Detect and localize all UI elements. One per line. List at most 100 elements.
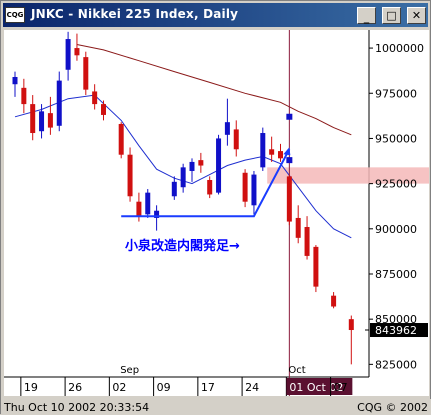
candle <box>154 205 160 231</box>
title-bar[interactable]: CQG JNKC - Nikkei 225 Index, Daily _ □ ✕ <box>3 3 428 27</box>
candle <box>83 51 89 96</box>
candle <box>74 33 80 61</box>
candle <box>127 147 133 202</box>
candle-body <box>331 295 337 307</box>
annotation-text: 小泉改造内閣発足→ <box>125 238 240 254</box>
candle <box>260 127 266 171</box>
candle <box>145 189 151 218</box>
date-tick-label: 26 <box>68 381 82 394</box>
price-tick-label: 875000 <box>375 268 417 281</box>
candle-body <box>145 192 151 215</box>
candle-body <box>101 104 106 115</box>
candle-body <box>233 129 239 150</box>
last-price-label: 843962 <box>375 324 417 337</box>
month-label: Sep <box>120 365 139 376</box>
candle-body <box>180 167 186 188</box>
cursor-marker <box>286 113 293 120</box>
candle-body <box>74 48 80 56</box>
candle-body <box>189 161 195 171</box>
date-tick-label: 09 <box>157 381 171 394</box>
candle-body <box>224 122 230 135</box>
price-tick-label: 900000 <box>375 223 417 236</box>
price-tick-label: 825000 <box>375 358 417 371</box>
candle-body <box>278 151 283 159</box>
price-tick-label: 950000 <box>375 132 417 145</box>
candle <box>21 78 27 114</box>
candle <box>251 170 257 215</box>
candle <box>180 163 186 193</box>
maximize-button[interactable]: □ <box>382 7 401 24</box>
window-title: JNKC - Nikkei 225 Index, Daily <box>31 7 239 21</box>
candle-body <box>313 246 319 287</box>
status-copyright: CQG © 2002 <box>357 401 428 414</box>
status-bar: Thu Oct 10 2002 20:33:54 CQG © 2002 <box>1 399 431 415</box>
candle <box>171 176 177 200</box>
date-tick-label: 02 <box>112 381 126 394</box>
candle <box>189 158 195 182</box>
candle-body <box>304 226 310 256</box>
close-icon: ✕ <box>411 9 422 22</box>
candle-body <box>348 319 354 331</box>
date-tick-label: 17 <box>201 381 215 394</box>
candle-body <box>136 201 142 217</box>
candle <box>242 169 248 208</box>
date-tick-label: 24 <box>245 381 259 394</box>
candle <box>207 176 213 199</box>
plot-area <box>4 30 369 377</box>
last-price-box <box>370 323 428 338</box>
date-tick-label: 01 Oct 02 <box>289 381 343 394</box>
minimize-icon: _ <box>363 11 370 24</box>
current-date-box <box>286 378 353 395</box>
candle-body <box>12 76 18 85</box>
candle <box>39 104 45 139</box>
trendline-arrowhead <box>283 147 291 156</box>
candle-body <box>39 111 45 132</box>
candle <box>198 152 204 173</box>
candle <box>313 245 319 293</box>
candle <box>286 174 292 226</box>
price-tick-label: 1000000 <box>375 42 424 55</box>
candle-body <box>171 181 177 197</box>
candle-body <box>92 91 98 105</box>
candle <box>224 98 230 146</box>
candle <box>348 315 354 365</box>
candle <box>216 134 222 195</box>
candle <box>295 205 301 244</box>
status-datetime: Thu Oct 10 2002 20:33:54 <box>4 401 150 414</box>
cursor-marker <box>286 157 293 164</box>
candle <box>118 122 124 159</box>
candle-body <box>242 172 248 202</box>
moving-average-long-line <box>76 44 352 136</box>
candle-body <box>269 149 275 155</box>
minimize-button[interactable]: _ <box>357 7 376 24</box>
candle-body <box>127 154 133 197</box>
candle-body <box>260 133 266 168</box>
price-axis-panel <box>369 30 429 377</box>
highlight-band <box>267 167 429 184</box>
price-tick-label: 925000 <box>375 178 417 191</box>
candle-body <box>83 57 89 90</box>
candle <box>65 31 71 81</box>
close-button[interactable]: ✕ <box>407 7 426 24</box>
candle <box>233 120 239 157</box>
moving-average-short-line <box>14 94 352 239</box>
candle-body <box>216 138 222 193</box>
candle <box>278 143 283 162</box>
candle-body <box>65 39 71 70</box>
candle <box>12 71 18 97</box>
date-tick-label: 19 <box>24 381 38 394</box>
candle-body <box>56 80 62 126</box>
trendline <box>121 148 291 218</box>
candle <box>47 96 53 135</box>
candle-body <box>154 210 160 218</box>
candle-body <box>295 217 301 238</box>
candle <box>331 292 337 309</box>
candle-body <box>286 176 292 222</box>
candle <box>269 136 275 162</box>
candle <box>304 216 310 260</box>
candle-body <box>118 123 124 155</box>
date-tick-label: 07 <box>334 381 348 394</box>
candle-body <box>47 113 53 128</box>
